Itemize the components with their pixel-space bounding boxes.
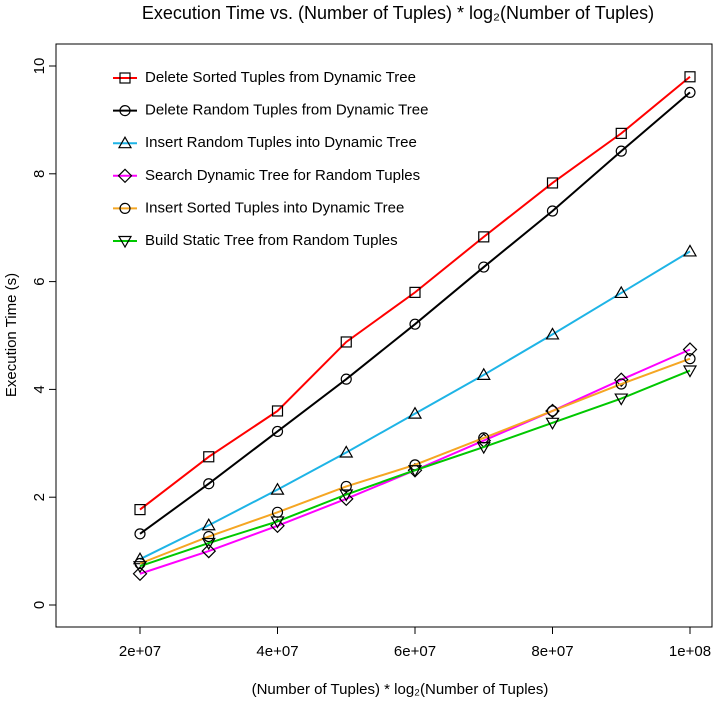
marker	[132, 551, 148, 565]
marker	[134, 528, 146, 540]
marker	[340, 480, 352, 493]
marker	[545, 327, 560, 340]
marker	[407, 465, 423, 478]
marker	[613, 372, 629, 388]
marker	[682, 365, 698, 378]
marker	[546, 177, 559, 189]
marker	[615, 378, 627, 390]
marker	[614, 285, 629, 299]
marker	[339, 445, 354, 458]
legend-label: Insert Random Tuples into Dynamic Tree	[145, 134, 417, 151]
series-line	[139, 369, 691, 568]
marker	[271, 405, 284, 417]
marker	[409, 286, 421, 298]
marker	[340, 336, 352, 348]
x-tick-label: 4e+07	[256, 643, 298, 660]
y-tick-label: 4	[31, 385, 48, 393]
marker	[615, 127, 627, 139]
x-tick-label: 8e+07	[531, 643, 573, 660]
legend-label: Build Static Tree from Random Tuples	[145, 232, 398, 249]
marker	[684, 86, 696, 99]
series-line	[139, 76, 691, 511]
marker	[203, 478, 215, 490]
series-line	[139, 91, 691, 535]
series-line	[139, 348, 691, 575]
y-tick-label: 2	[31, 493, 48, 501]
marker	[201, 518, 216, 531]
x-tick-label: 1e+08	[669, 643, 711, 660]
y-tick-label: 10	[31, 58, 48, 75]
marker	[270, 482, 285, 495]
marker	[117, 235, 133, 249]
y-tick-label: 6	[31, 277, 48, 285]
marker	[478, 261, 490, 273]
marker	[271, 425, 284, 438]
marker	[132, 561, 148, 574]
marker	[407, 406, 423, 419]
marker	[117, 168, 133, 184]
series-line	[139, 357, 691, 565]
marker	[119, 104, 131, 117]
y-axis-label: Execution Time (s)	[3, 273, 20, 397]
marker	[132, 566, 148, 582]
marker	[684, 353, 696, 365]
marker	[203, 451, 215, 463]
marker	[478, 231, 490, 243]
marker	[119, 72, 131, 84]
marker	[134, 503, 146, 516]
marker	[476, 367, 491, 380]
marker	[682, 244, 698, 257]
marker	[615, 145, 627, 157]
marker	[684, 71, 696, 83]
y-tick-label: 0	[31, 601, 48, 609]
chart-title: Execution Time vs. (Number of Tuples) * …	[142, 3, 654, 23]
marker	[409, 318, 421, 330]
x-tick-label: 2e+07	[119, 643, 161, 660]
marker	[203, 530, 215, 543]
marker	[201, 537, 216, 551]
series-line	[139, 250, 691, 561]
marker	[546, 205, 559, 217]
legend-label: Delete Random Tuples from Dynamic Tree	[145, 102, 428, 119]
marker	[270, 516, 285, 529]
y-tick-label: 8	[31, 170, 48, 178]
x-tick-label: 6e+07	[394, 643, 436, 660]
marker	[546, 405, 559, 417]
marker	[340, 373, 352, 385]
marker	[682, 342, 698, 357]
marker	[201, 543, 217, 559]
marker	[339, 489, 354, 502]
marker	[119, 202, 131, 214]
legend-label: Delete Sorted Tuples from Dynamic Tree	[145, 69, 416, 86]
marker	[545, 417, 560, 431]
marker	[476, 441, 491, 455]
x-axis-label: (Number of Tuples) * log₂(Number of Tupl…	[252, 681, 549, 698]
marker	[117, 135, 133, 149]
marker	[614, 393, 629, 406]
legend-label: Search Dynamic Tree for Random Tuples	[145, 167, 420, 184]
legend-label: Insert Sorted Tuples into Dynamic Tree	[145, 199, 404, 216]
plot-frame	[55, 43, 713, 628]
